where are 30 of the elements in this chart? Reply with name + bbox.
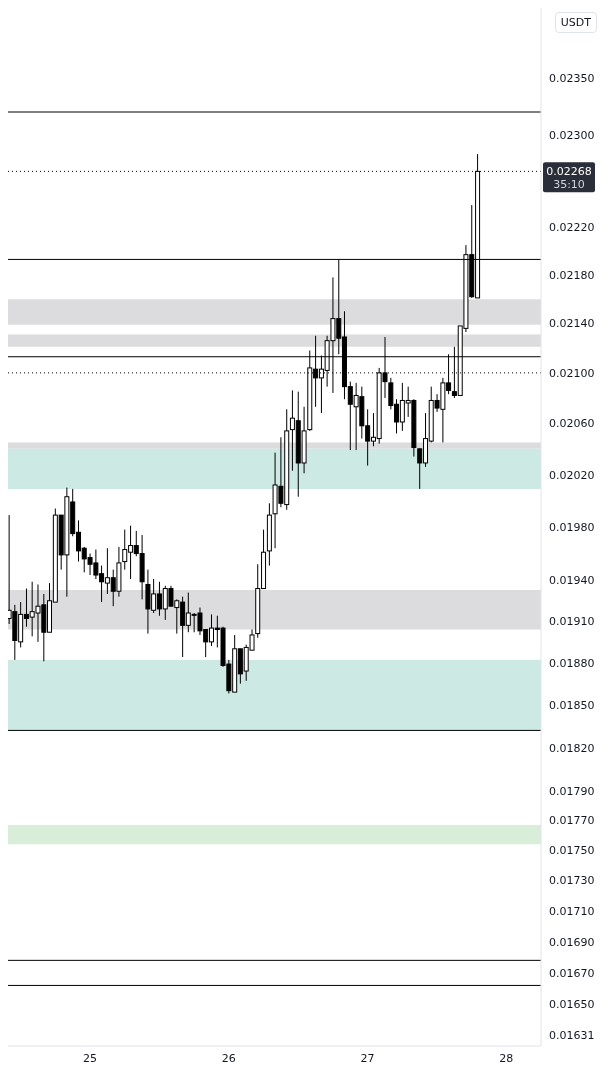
y-tick-label: 0.02300 bbox=[549, 128, 595, 142]
y-tick-label: 0.01880 bbox=[549, 656, 595, 670]
y-tick-label: 0.01820 bbox=[549, 741, 595, 755]
y-tick-label: 0.02350 bbox=[549, 72, 595, 86]
y-tick-label: 0.01790 bbox=[549, 785, 595, 799]
y-tick-label: 0.02060 bbox=[549, 417, 595, 431]
y-tick-label: 0.01770 bbox=[549, 814, 595, 828]
y-tick-label: 0.01940 bbox=[549, 574, 595, 588]
y-tick-label: 0.01710 bbox=[549, 904, 595, 918]
y-tick-label: 0.01690 bbox=[549, 935, 595, 949]
y-tick-label: 0.01650 bbox=[549, 998, 595, 1012]
y-tick-label: 0.01730 bbox=[549, 874, 595, 888]
text: 35:10 bbox=[553, 178, 585, 192]
x-tick-label: 28 bbox=[499, 1051, 514, 1065]
y-tick-label: 0.01670 bbox=[549, 966, 595, 980]
y-tick-label: 0.01850 bbox=[549, 698, 595, 712]
text: USDT bbox=[554, 12, 597, 33]
y-tick-label: 0.01980 bbox=[549, 520, 595, 534]
x-tick-label: 27 bbox=[360, 1051, 375, 1065]
y-tick-label: 0.02020 bbox=[549, 468, 595, 482]
y-tick-label: 0.01910 bbox=[549, 615, 595, 629]
y-tick-label: 0.02180 bbox=[549, 268, 595, 282]
x-tick-label: 26 bbox=[221, 1051, 236, 1065]
y-tick-label: 0.01631 bbox=[549, 1028, 595, 1042]
y-tick-label: 0.01750 bbox=[549, 844, 595, 858]
x-tick-label: 25 bbox=[82, 1051, 97, 1065]
y-tick-label: 0.02220 bbox=[549, 221, 595, 235]
y-tick-label: 0.02140 bbox=[549, 317, 595, 331]
y-tick-label: 0.02100 bbox=[549, 366, 595, 380]
ref-line-label: 0.02268 bbox=[546, 165, 592, 179]
